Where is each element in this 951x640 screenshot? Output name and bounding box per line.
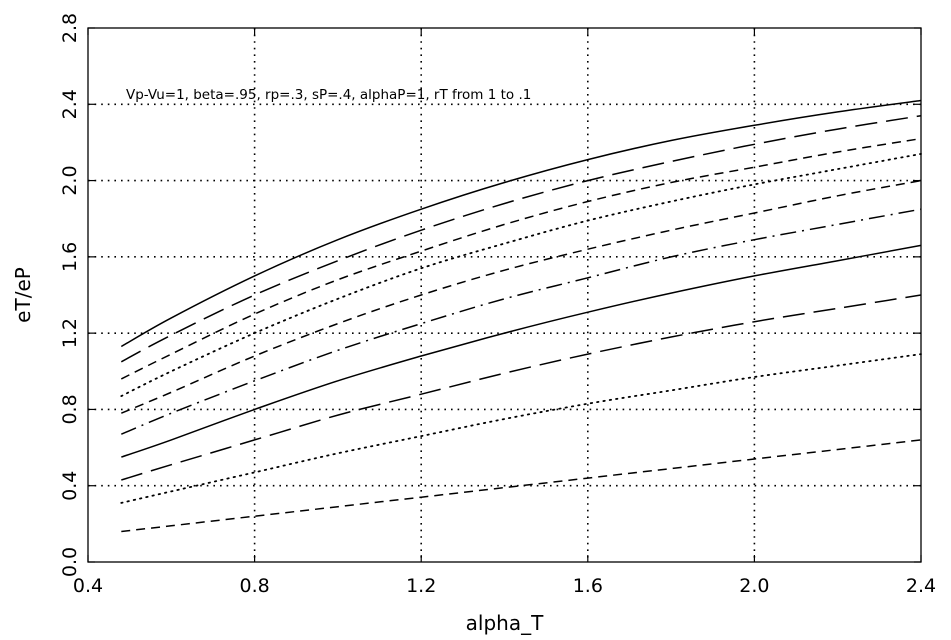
x-tick-label: 0.4 <box>73 575 103 597</box>
series-line-1 <box>120 99 922 348</box>
x-tick-label: 2.4 <box>906 575 936 597</box>
y-tick-label: 2.8 <box>59 13 81 43</box>
x-axis-label: alpha_T <box>466 611 544 635</box>
series-line-8 <box>121 294 922 481</box>
y-tick-label: 0.4 <box>59 471 81 501</box>
series-line-5 <box>121 179 922 414</box>
plot-frame <box>87 27 922 563</box>
series-line-7 <box>121 244 922 458</box>
series-line-9 <box>120 353 922 504</box>
y-tick-label: 1.2 <box>59 318 81 348</box>
y-tick-label: 1.6 <box>59 242 81 272</box>
series-line-10 <box>121 439 922 533</box>
y-tick-label: 0.0 <box>59 547 81 577</box>
y-axis-label: eT/eP <box>11 267 35 323</box>
y-tick-label: 2.0 <box>59 165 81 195</box>
y-tick-label: 2.4 <box>59 89 81 119</box>
series-line-6 <box>121 208 922 435</box>
series-layer <box>120 99 922 533</box>
tick-labels: 0.4 0.8 1.2 1.6 2.0 2.40.00.40.81.21.62.02.42… <box>59 13 936 597</box>
x-tick-label: 2.0 <box>739 575 769 597</box>
y-tick-label: 0.8 <box>59 394 81 424</box>
x-tick-label: 1.6 <box>573 575 603 597</box>
series-line-4 <box>120 153 922 397</box>
x-tick-label: 1.2 <box>406 575 436 597</box>
tick-marks <box>87 27 922 563</box>
parameter-annotation: Vp-Vu=1, beta=.95, rp=.3, sP=.4, alphaP=… <box>126 87 531 103</box>
x-tick-label: 0.8 <box>239 575 269 597</box>
series-line-2 <box>120 114 922 363</box>
series-line-3 <box>120 137 922 380</box>
